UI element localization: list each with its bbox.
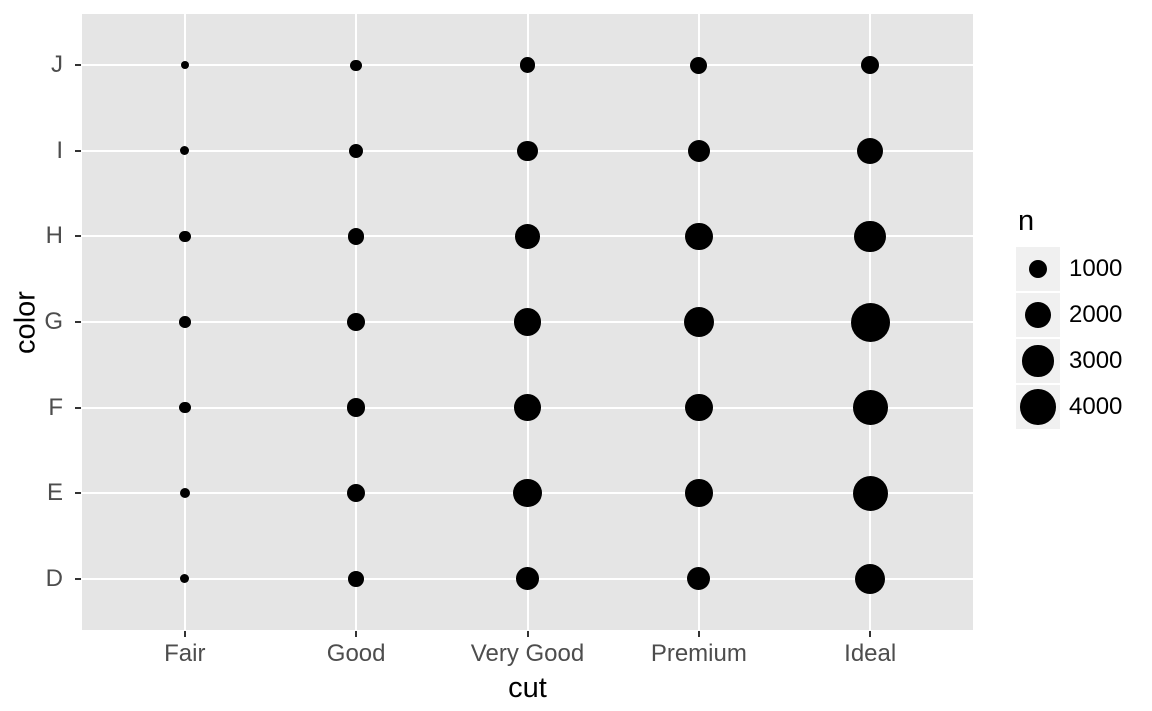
data-point	[179, 316, 191, 328]
legend-key-dot	[1028, 259, 1048, 279]
y-tick-mark	[75, 235, 81, 238]
plot-panel	[82, 14, 973, 630]
data-point	[347, 398, 366, 417]
y-tick-mark	[75, 577, 81, 580]
legend-entry: 4000	[1016, 385, 1122, 429]
data-point	[348, 570, 365, 587]
legend-key	[1016, 293, 1060, 337]
x-tick-mark	[869, 631, 872, 637]
y-tick-label: I	[56, 136, 63, 164]
y-tick-mark	[75, 64, 81, 67]
data-point	[347, 313, 366, 331]
x-tick-mark	[183, 631, 186, 637]
data-point	[179, 488, 190, 499]
data-point	[850, 302, 890, 342]
data-point	[180, 61, 189, 70]
data-point	[514, 394, 541, 421]
data-point	[852, 390, 888, 425]
data-point	[349, 143, 364, 159]
y-tick-mark	[75, 492, 81, 495]
data-point	[513, 308, 542, 336]
legend-key-dot	[1020, 389, 1056, 425]
y-tick-label: D	[45, 564, 63, 592]
y-tick-label: E	[46, 479, 63, 507]
y-tick-label: G	[44, 308, 63, 335]
size-legend: n 1000 2000 3000 4000	[1016, 204, 1122, 431]
data-point	[685, 393, 713, 422]
data-point	[855, 563, 886, 594]
data-point	[685, 479, 713, 507]
y-axis-title: color	[9, 291, 42, 354]
data-point	[683, 306, 715, 338]
x-tick-label: Ideal	[844, 640, 897, 667]
data-point	[861, 56, 880, 75]
data-point	[684, 222, 713, 251]
y-tick-label: J	[51, 51, 63, 79]
legend-key	[1016, 339, 1060, 383]
x-tick-mark	[697, 631, 700, 637]
data-point	[519, 57, 536, 74]
data-point	[857, 137, 884, 165]
data-point	[854, 220, 886, 253]
legend-key	[1016, 385, 1060, 429]
legend-keys: 1000 2000 3000 4000	[1016, 247, 1122, 429]
data-point	[346, 483, 366, 503]
x-axis-title: cut	[508, 672, 547, 704]
legend-key-dot	[1025, 302, 1051, 328]
data-point	[687, 139, 710, 162]
y-tick-label: H	[45, 222, 63, 250]
data-point	[687, 567, 711, 591]
y-tick-mark	[75, 149, 81, 152]
x-tick-label: Premium	[650, 640, 747, 667]
data-point	[179, 401, 191, 414]
x-tick-mark	[526, 631, 529, 637]
data-point	[517, 140, 538, 162]
data-point	[179, 230, 191, 243]
data-point	[350, 59, 362, 72]
data-point	[516, 567, 539, 590]
legend-label: 3000	[1069, 347, 1123, 374]
data-point	[513, 479, 542, 508]
legend-label: 4000	[1069, 393, 1123, 420]
data-point	[690, 56, 708, 74]
x-tick-label: Fair	[164, 640, 206, 667]
legend-title: n	[1018, 205, 1035, 237]
data-point	[348, 228, 365, 245]
legend-label: 2000	[1069, 301, 1123, 328]
legend-label: 1000	[1069, 255, 1123, 282]
legend-entry: 3000	[1016, 339, 1122, 383]
y-tick-mark	[75, 321, 81, 323]
x-tick-label: Very Good	[470, 640, 585, 667]
legend-key	[1016, 247, 1060, 291]
y-tick-label: F	[48, 393, 63, 421]
data-point	[515, 224, 540, 249]
data-point	[180, 574, 190, 584]
x-tick-mark	[355, 631, 358, 637]
data-point	[180, 146, 190, 156]
legend-entry: 1000	[1016, 247, 1122, 291]
x-tick-label: Good	[326, 640, 386, 667]
legend-key-dot	[1022, 345, 1054, 377]
legend-entry: 2000	[1016, 293, 1122, 337]
data-point	[852, 475, 888, 511]
y-tick-mark	[75, 406, 81, 409]
